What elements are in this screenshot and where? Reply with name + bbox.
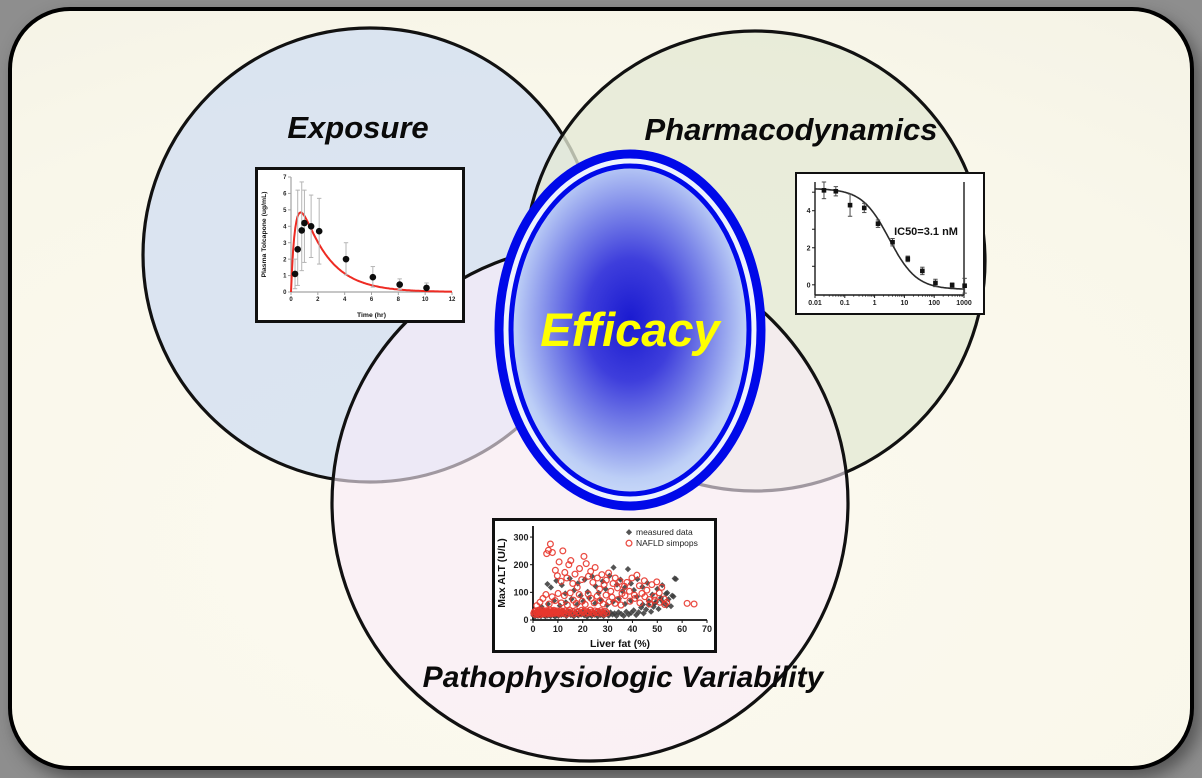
circle-label-exposure: Exposure xyxy=(287,110,429,145)
svg-text:Max ALT (U/L): Max ALT (U/L) xyxy=(496,538,508,607)
svg-text:NAFLD simpops: NAFLD simpops xyxy=(636,538,698,548)
svg-text:2: 2 xyxy=(283,257,287,263)
efficacy-ellipse-svg: Efficacy xyxy=(494,149,766,511)
svg-text:0: 0 xyxy=(283,290,287,296)
svg-text:40: 40 xyxy=(627,624,637,634)
svg-text:5: 5 xyxy=(283,208,287,214)
svg-text:0.1: 0.1 xyxy=(840,300,850,307)
svg-text:300: 300 xyxy=(513,532,528,542)
efficacy-inner-ring xyxy=(508,163,752,497)
svg-text:50: 50 xyxy=(652,624,662,634)
svg-text:measured data: measured data xyxy=(636,527,693,537)
svg-text:2: 2 xyxy=(807,245,811,252)
pharmacodynamics-ic50-chart: 0.01 0.1 1 10 100 1000 0 2 4 IC50=3.1 nM xyxy=(795,172,985,315)
svg-text:70: 70 xyxy=(702,624,712,634)
svg-text:4: 4 xyxy=(283,224,287,230)
circle-label-pharmacodynamics: Pharmacodynamics xyxy=(644,112,938,147)
svg-text:0: 0 xyxy=(523,615,528,625)
exposure-pk-chart: 0 2 4 6 8 10 12 0 1 2 3 4 5 6 7 Time (hr) Plasma Tolcapo… xyxy=(255,167,465,323)
svg-text:1000: 1000 xyxy=(956,300,972,307)
svg-text:7: 7 xyxy=(283,175,287,181)
svg-text:8: 8 xyxy=(397,297,401,303)
svg-text:1: 1 xyxy=(283,274,287,280)
svg-text:30: 30 xyxy=(603,624,613,634)
svg-text:0: 0 xyxy=(289,297,293,303)
svg-text:1: 1 xyxy=(873,300,877,307)
svg-text:2: 2 xyxy=(316,297,320,303)
efficacy-label: Efficacy xyxy=(540,303,722,356)
svg-text:200: 200 xyxy=(513,560,528,570)
svg-text:Time (hr): Time (hr) xyxy=(357,312,386,319)
efficacy-ellipse: Efficacy xyxy=(485,140,775,520)
svg-text:4: 4 xyxy=(343,297,347,303)
svg-text:100: 100 xyxy=(513,588,528,598)
svg-text:3: 3 xyxy=(283,241,287,247)
alt-variability-svg: 0 10 20 30 40 50 60 70 0 100 200 300 Liver fat (%) Ma… xyxy=(496,526,712,650)
circle-label-pathophysiologic-variability: Pathophysiologic Variability xyxy=(422,661,824,694)
svg-text:0.01: 0.01 xyxy=(808,300,822,307)
svg-text:6: 6 xyxy=(283,192,287,198)
svg-text:Liver fat (%): Liver fat (%) xyxy=(590,638,650,650)
svg-text:100: 100 xyxy=(928,300,940,307)
svg-text:12: 12 xyxy=(449,297,456,303)
svg-text:60: 60 xyxy=(677,624,687,634)
svg-text:0: 0 xyxy=(530,624,535,634)
svg-text:IC50=3.1 nM: IC50=3.1 nM xyxy=(894,226,958,238)
svg-text:0: 0 xyxy=(807,282,811,289)
variability-scatter-chart: 0 10 20 30 40 50 60 70 0 100 200 300 Liver fat (%) Ma… xyxy=(492,518,717,653)
svg-text:4: 4 xyxy=(807,208,811,215)
svg-text:20: 20 xyxy=(578,624,588,634)
svg-text:6: 6 xyxy=(370,297,374,303)
pd-ic50-svg: 0.01 0.1 1 10 100 1000 0 2 4 IC50=3.1 nM xyxy=(807,181,972,307)
svg-text:10: 10 xyxy=(901,300,909,307)
svg-text:10: 10 xyxy=(422,297,429,303)
svg-text:Plasma Tolcapone (ug/mL): Plasma Tolcapone (ug/mL) xyxy=(261,192,268,278)
svg-text:10: 10 xyxy=(553,624,563,634)
